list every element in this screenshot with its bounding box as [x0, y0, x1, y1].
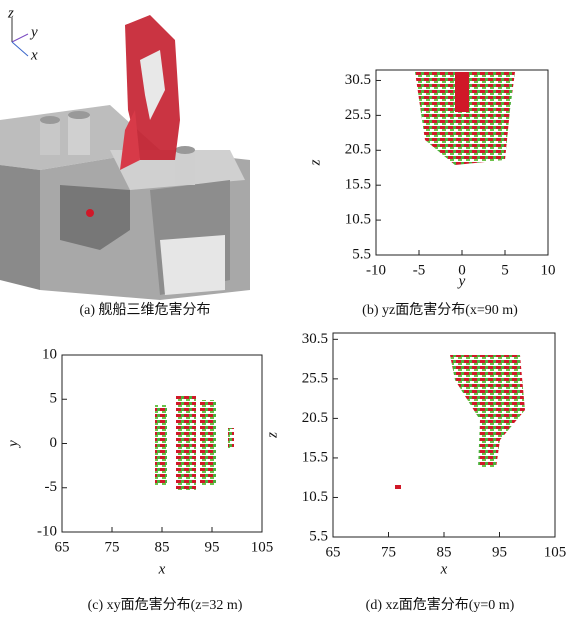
y-tick-label: 10.5 [345, 212, 371, 228]
x-axis-label: y [457, 273, 466, 289]
figure: z y x (a) 舰船三维危害分布 -10 -5 0 5 10 5.5 10.5 15.5 2… [0, 0, 581, 624]
y-tick-label: 15.5 [345, 177, 371, 193]
caption: (b) yz面危害分布(x=90 m) [362, 302, 518, 318]
x-axis-label: x [158, 561, 166, 577]
axis-label: z [7, 5, 14, 21]
x-tick-label: -5 [413, 262, 426, 278]
y-tick-label: 15.5 [302, 449, 328, 465]
y-tick-label: 25.5 [345, 107, 371, 123]
x-tick-label: -10 [366, 262, 386, 278]
y-tick-label: 20.5 [302, 410, 328, 426]
y-axis-label: z [264, 432, 280, 439]
y-tick-label: -10 [37, 523, 57, 539]
x-tick-label: 75 [381, 544, 396, 560]
x-tick-label: 85 [437, 544, 452, 560]
y-tick-label: 5.5 [309, 528, 328, 544]
x-tick-label: 105 [251, 539, 274, 555]
caption: (d) xz面危害分布(y=0 m) [366, 597, 515, 613]
x-tick-label: 105 [544, 544, 567, 560]
axis-label: y [29, 24, 38, 40]
y-tick-label: -5 [45, 479, 58, 495]
y-tick-label: 20.5 [345, 142, 371, 158]
y-axis-label: z [307, 159, 323, 166]
y-tick-label: 25.5 [302, 370, 328, 386]
x-axis-label: x [440, 561, 448, 577]
x-tick-label: 65 [326, 544, 341, 560]
y-tick-label: 30.5 [302, 331, 328, 347]
x-tick-label: 75 [105, 539, 120, 555]
y-tick-label: 5.5 [352, 246, 371, 262]
x-tick-label: 65 [55, 539, 70, 555]
ship-render [0, 15, 290, 305]
y-tick-label: 0 [50, 435, 58, 451]
x-tick-label: 95 [492, 544, 507, 560]
axis-label: x [30, 47, 38, 63]
x-tick-label: 95 [205, 539, 220, 555]
y-tick-label: 5 [50, 391, 58, 407]
x-tick-label: 5 [501, 262, 509, 278]
x-tick-label: 85 [155, 539, 170, 555]
caption: (c) xy面危害分布(z=32 m) [88, 597, 243, 613]
x-tick-label: 10 [541, 262, 556, 278]
y-tick-label: 30.5 [345, 72, 371, 88]
y-tick-label: 10.5 [302, 489, 328, 505]
plot-frame [333, 333, 555, 537]
y-tick-label: 10 [42, 346, 57, 362]
caption: (a) 舰船三维危害分布 [79, 302, 210, 318]
y-axis-label: y [5, 440, 21, 449]
